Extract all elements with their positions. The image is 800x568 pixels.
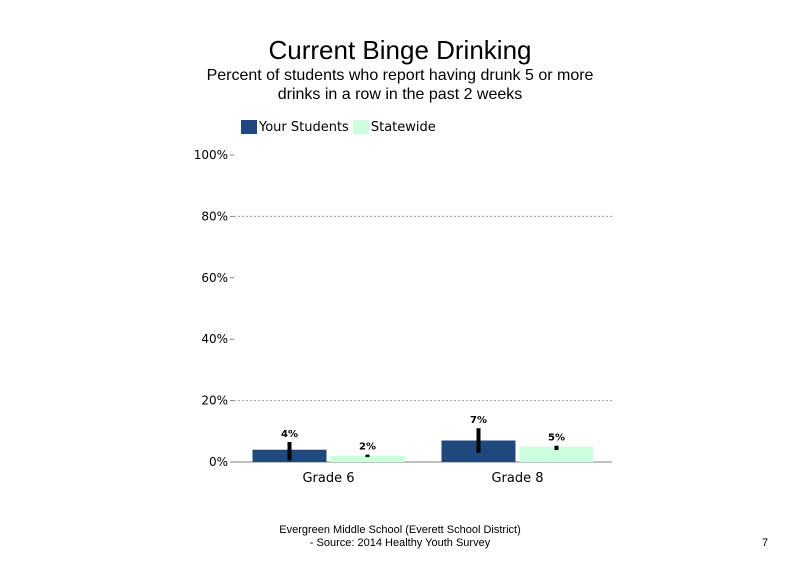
legend: Your Students Statewide xyxy=(241,118,440,136)
x-category-label-grade-8: Grade 8 xyxy=(491,471,543,486)
page-number: 7 xyxy=(762,537,769,549)
data-label-your-students-grade-6: 4% xyxy=(281,429,298,440)
legend-label-your-students: Your Students xyxy=(259,119,349,135)
bar-statewide-grade-6 xyxy=(330,455,405,462)
bar-statewide-grade-8 xyxy=(519,446,594,462)
data-label-statewide-grade-8: 5% xyxy=(548,433,565,444)
error-bar-your-students-grade-6 xyxy=(287,442,292,461)
legend-swatch-your-students xyxy=(241,120,257,134)
legend-item-your-students: Your Students xyxy=(241,120,349,135)
y-tick-label-80: 80% xyxy=(201,209,228,223)
legend-swatch-statewide xyxy=(352,120,369,134)
chart-subtitle: Percent of students who report having dr… xyxy=(206,67,594,103)
error-bar-statewide-grade-6 xyxy=(365,454,370,458)
legend-item-statewide: Statewide xyxy=(352,119,436,135)
legend-label-statewide: Statewide xyxy=(370,119,436,135)
y-tick-label-0: 0% xyxy=(209,455,228,469)
error-bar-your-students-grade-8 xyxy=(476,428,481,453)
y-tick-label-60: 60% xyxy=(201,271,228,285)
data-label-statewide-grade-6: 2% xyxy=(359,442,376,453)
chart-title: Current Binge Drinking xyxy=(268,35,532,65)
footer-survey: - Source: 2014 Healthy Youth Survey xyxy=(309,537,491,549)
x-category-label-grade-6: Grade 6 xyxy=(302,471,354,486)
y-tick-label-40: 40% xyxy=(201,332,228,346)
y-tick-label-20: 20% xyxy=(201,394,228,408)
footer-source: Evergreen Middle School (Everett School … xyxy=(200,524,600,550)
error-bar-statewide-grade-8 xyxy=(554,445,559,451)
footer-school: Evergreen Middle School (Everett School … xyxy=(279,524,521,536)
y-tick-label-100: 100% xyxy=(194,148,228,162)
data-label-your-students-grade-8: 7% xyxy=(470,415,487,426)
